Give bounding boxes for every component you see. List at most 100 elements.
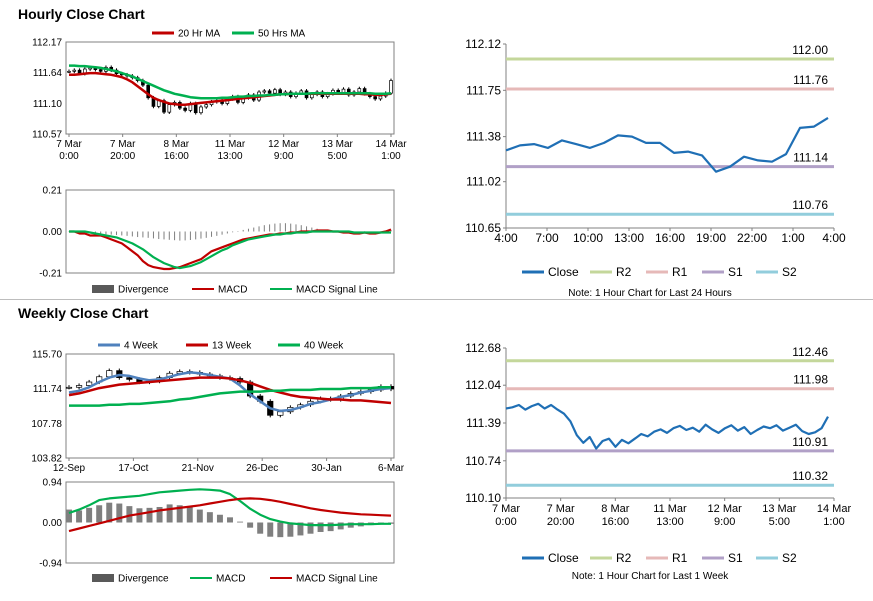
- candle-body: [86, 381, 93, 386]
- xtick-label-2: 9:00: [714, 516, 735, 528]
- xtick-label-2: 13:00: [217, 151, 242, 162]
- divergence-bar: [390, 229, 392, 232]
- macd-legend-label: MACD: [218, 285, 247, 296]
- candle-body: [389, 80, 393, 94]
- weekly-section-title: Weekly Close Chart: [18, 305, 149, 321]
- legend-s2-label: S2: [782, 265, 797, 279]
- legend-s1-label: S1: [728, 551, 743, 565]
- ytick-label: 110.10: [465, 491, 501, 505]
- candle-body: [146, 84, 150, 99]
- candle-body: [75, 385, 83, 388]
- ma20-line-legend-label: 20 Hr MA: [178, 29, 221, 40]
- level-r2-label: 112.00: [792, 43, 828, 57]
- xtick-label-2: 0:00: [59, 151, 79, 162]
- divergence-bar: [307, 522, 314, 534]
- candle-body: [167, 104, 172, 113]
- weekly-macd-ytick: 0.00: [43, 518, 63, 529]
- candle-body: [193, 103, 198, 114]
- divergence-bar: [196, 509, 203, 523]
- divergence-bar: [189, 231, 191, 240]
- ytick-label: 110.65: [465, 221, 501, 235]
- divergence-bar: [110, 231, 112, 235]
- xtick-label: 11 Mar: [215, 139, 246, 150]
- xtick-label: 30-Jan: [311, 463, 342, 474]
- divergence-bar: [327, 522, 334, 532]
- divergence-bar: [247, 522, 254, 528]
- xtick-label: 10:00: [573, 231, 603, 245]
- divergence-legend-swatch: [92, 574, 114, 582]
- ma50-line: [69, 64, 392, 100]
- weekly-price-ytick: 111.74: [33, 384, 63, 395]
- divergence-bar: [176, 505, 183, 523]
- legend-r2-label: R2: [616, 265, 632, 279]
- divergence-bar: [66, 509, 72, 523]
- divergence-bar: [258, 226, 260, 232]
- candle-body: [273, 89, 277, 94]
- divergence-bar: [137, 231, 139, 238]
- chart-note: Note: 1 Hour Chart for Last 24 Hours: [568, 288, 731, 299]
- divergence-bar: [317, 522, 324, 532]
- xtick-label: 13 Mar: [762, 503, 797, 515]
- close-line: [505, 402, 829, 450]
- weekly-macd-ytick: 0.94: [43, 478, 63, 489]
- hourly-price-chart: 112.17 111.64 111.10 110.57 20 Hr MA 50 Hrs M…: [32, 29, 407, 163]
- w13-line: [68, 376, 392, 405]
- divergence-bar: [168, 231, 170, 240]
- divergence-bar: [227, 517, 233, 523]
- divergence-bar: [86, 507, 93, 523]
- divergence-bar: [297, 522, 304, 536]
- hourly-section-title: Hourly Close Chart: [18, 6, 145, 22]
- divergence-bar: [279, 223, 281, 232]
- ytick-label: 110.74: [465, 454, 501, 468]
- weekly-levels-chart: 112.68 112.04 111.39 110.74 110.10 112.46 111.…: [465, 341, 852, 582]
- ytick-label: 112.04: [465, 378, 501, 392]
- xtick-label: 22:00: [737, 231, 767, 245]
- w4-line-legend-label: 4 Week: [124, 341, 159, 352]
- hourly-macd-chart: 0.21 0.00 -0.21 Divergence MACD MACD Signal L…: [39, 186, 395, 296]
- divergence-bar: [306, 226, 308, 232]
- hourly-price-ytick: 111.64: [33, 68, 63, 79]
- xtick-label: 19:00: [696, 231, 726, 245]
- candle-body: [277, 411, 284, 416]
- xtick-label: 17-Oct: [118, 463, 148, 474]
- xtick-label: 6-Mar: [378, 463, 405, 474]
- weekly-macd-ytick: -0.94: [39, 559, 62, 570]
- xtick-label-2: 0:00: [495, 516, 516, 528]
- legend-close-label: Close: [548, 551, 579, 565]
- xtick-label-2: 9:00: [274, 151, 294, 162]
- divergence-bar: [211, 231, 213, 237]
- divergence-bar: [147, 231, 149, 238]
- xtick-label: 14 Mar: [817, 503, 852, 515]
- divergence-bar: [337, 522, 344, 530]
- hourly-price-ytick: 110.57: [32, 130, 62, 141]
- ytick-label: 111.39: [466, 416, 501, 430]
- legend-r1-label: R1: [672, 265, 688, 279]
- divergence-bar: [257, 522, 264, 534]
- divergence-bar: [200, 231, 202, 239]
- divergence-bar: [237, 521, 244, 523]
- xtick-label-2: 13:00: [656, 516, 684, 528]
- xtick-label: 13:00: [614, 231, 644, 245]
- divergence-bar: [277, 522, 284, 538]
- divergence-bar: [146, 507, 153, 523]
- divergence-bar: [136, 508, 143, 523]
- divergence-bar: [311, 227, 313, 232]
- divergence-bar: [105, 231, 107, 235]
- xtick-label-2: 20:00: [547, 516, 575, 528]
- xtick-label: 26-Dec: [246, 463, 278, 474]
- xtick-label: 13 Mar: [322, 139, 354, 150]
- xtick-label: 8 Mar: [164, 139, 190, 150]
- candle-body: [72, 69, 77, 72]
- hourly-macd-ytick: 0.21: [43, 186, 63, 197]
- xtick-label: 7 Mar: [547, 503, 575, 515]
- divergence-bar: [179, 231, 181, 241]
- xtick-label-2: 1:00: [823, 516, 844, 528]
- xtick-label: 14 Mar: [375, 139, 407, 150]
- hourly-macd-ytick: 0.00: [43, 227, 63, 238]
- divergence-bar: [295, 224, 297, 232]
- divergence-bar: [126, 506, 133, 523]
- level-r2-label: 112.46: [792, 345, 828, 359]
- plot-frame: [65, 481, 395, 564]
- divergence-bar: [156, 506, 163, 523]
- divergence-bar: [152, 231, 154, 239]
